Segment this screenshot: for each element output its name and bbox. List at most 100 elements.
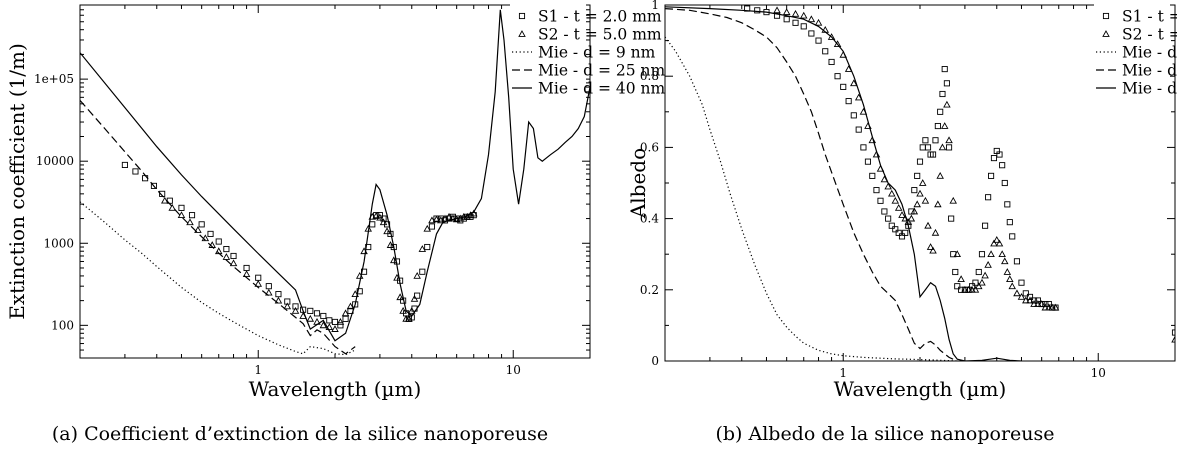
data-point-s1: [255, 274, 262, 281]
data-point-s2: [907, 214, 916, 222]
data-point-s1: [937, 108, 944, 115]
data-point-s2: [940, 122, 949, 129]
data-point-s1: [911, 187, 918, 194]
data-point-s1: [1171, 329, 1175, 336]
data-point-s1: [999, 162, 1006, 169]
series-line-mie-40nm: [665, 6, 1022, 361]
data-point-s1: [834, 73, 841, 80]
legend-entry: S1 - t = 2.0 mm: [538, 8, 662, 26]
data-point-s2: [1006, 275, 1014, 282]
data-point-s2: [936, 171, 944, 179]
data-point-s2: [807, 15, 816, 23]
data-point-s2: [319, 321, 328, 329]
caption-b: (b) Albedo de la silice nanoporeuse: [715, 423, 1054, 445]
data-point-s2: [168, 203, 177, 211]
data-point-s1: [792, 19, 799, 26]
legend-entry: Mie - d = 40 nm: [1122, 80, 1177, 98]
data-point-s2: [274, 296, 283, 304]
data-point-s2: [938, 143, 947, 151]
data-point-s2: [331, 325, 339, 332]
data-point-s2: [918, 179, 927, 186]
data-point-s2: [799, 11, 808, 19]
data-point-s1: [946, 144, 953, 151]
data-point-s2: [432, 215, 441, 223]
y-tick-label: 1000: [43, 236, 74, 250]
data-point-s1: [207, 230, 214, 237]
data-point-s2: [291, 306, 300, 314]
data-point-s2: [995, 239, 1004, 247]
legend-entry: Mie - d = 25 nm: [538, 62, 665, 80]
data-point-s2: [1034, 300, 1042, 307]
data-point-s1: [822, 48, 829, 55]
data-point-s1: [783, 16, 790, 23]
y-axis-title: Extinction coefficient (1/m): [5, 43, 29, 320]
data-point-s2: [410, 294, 419, 302]
data-point-s1: [815, 37, 822, 44]
caption-a: (a) Coefficient d’extinction de la silic…: [52, 423, 548, 445]
data-point-s1: [1001, 179, 1008, 187]
data-point-s2: [351, 290, 359, 297]
data-point-s1: [1013, 258, 1021, 265]
data-point-s1: [1004, 201, 1011, 208]
data-point-s2: [943, 100, 951, 108]
data-point-s2: [974, 282, 983, 290]
x-tick-label: 10: [506, 363, 521, 377]
legend-entry: Mie - d = 40 nm: [538, 80, 665, 98]
y-tick-label: 0: [651, 354, 659, 368]
data-point-s1: [898, 233, 906, 240]
data-point-s1: [943, 80, 950, 87]
data-point-s1: [916, 158, 924, 165]
data-point-s1: [924, 144, 932, 151]
data-point-s2: [1051, 303, 1060, 311]
data-point-s2: [888, 189, 896, 197]
data-point-s1: [1045, 300, 1052, 308]
data-point-s2: [961, 285, 969, 293]
data-point-s2: [850, 79, 858, 87]
data-point-s2: [399, 306, 407, 314]
data-point-s1: [808, 30, 815, 37]
data-point-s1: [939, 90, 946, 98]
data-point-s1: [877, 197, 884, 204]
y-tick-label: 0.8: [640, 69, 659, 83]
data-point-s1: [972, 279, 979, 286]
data-point-s2: [386, 241, 395, 248]
data-point-s1: [941, 66, 948, 73]
data-point-s2: [984, 260, 992, 268]
y-tick-label: 100: [51, 318, 74, 332]
data-point-s2: [949, 196, 957, 204]
data-point-s1: [888, 222, 895, 229]
data-point-s1: [914, 172, 921, 179]
data-point-s1: [892, 226, 899, 233]
data-point-s2: [376, 213, 384, 221]
data-point-s2: [1171, 335, 1175, 343]
data-point-s2: [910, 207, 919, 215]
data-point-s1: [895, 229, 902, 236]
series-line-mie-9nm: [80, 201, 356, 356]
x-axis-title: Wavelength (µm): [249, 377, 422, 401]
data-point-s2: [1017, 292, 1026, 300]
data-point-s1: [331, 318, 339, 325]
data-point-s2: [1013, 289, 1021, 297]
data-point-s1: [1018, 279, 1025, 286]
legend-entry: Mie - d = 9 nm: [1122, 44, 1177, 62]
legend-entry: Mie - d = 9 nm: [538, 44, 656, 62]
x-tick-label: 1: [254, 363, 262, 377]
data-point-s1: [121, 161, 128, 168]
data-point-s2: [957, 275, 965, 282]
data-point-s1: [132, 168, 139, 175]
data-point-s2: [854, 93, 863, 101]
data-point-s1: [243, 264, 250, 272]
data-point-s1: [428, 223, 436, 230]
data-point-s2: [782, 8, 791, 15]
data-point-s2: [945, 136, 953, 144]
data-point-s2: [934, 200, 942, 208]
legend-marker-triangle: [518, 30, 526, 37]
legend-entry: S1 - t = 2.0 mm: [1122, 8, 1177, 26]
extinction-chart: 1 10 100 1000 10000 1e+05 Wavelength (µm) Extin…: [5, 4, 665, 401]
data-point-s2: [389, 256, 398, 264]
legend-background: [1094, 4, 1170, 100]
data-point-s2: [242, 270, 251, 278]
data-point-s1: [223, 246, 230, 253]
